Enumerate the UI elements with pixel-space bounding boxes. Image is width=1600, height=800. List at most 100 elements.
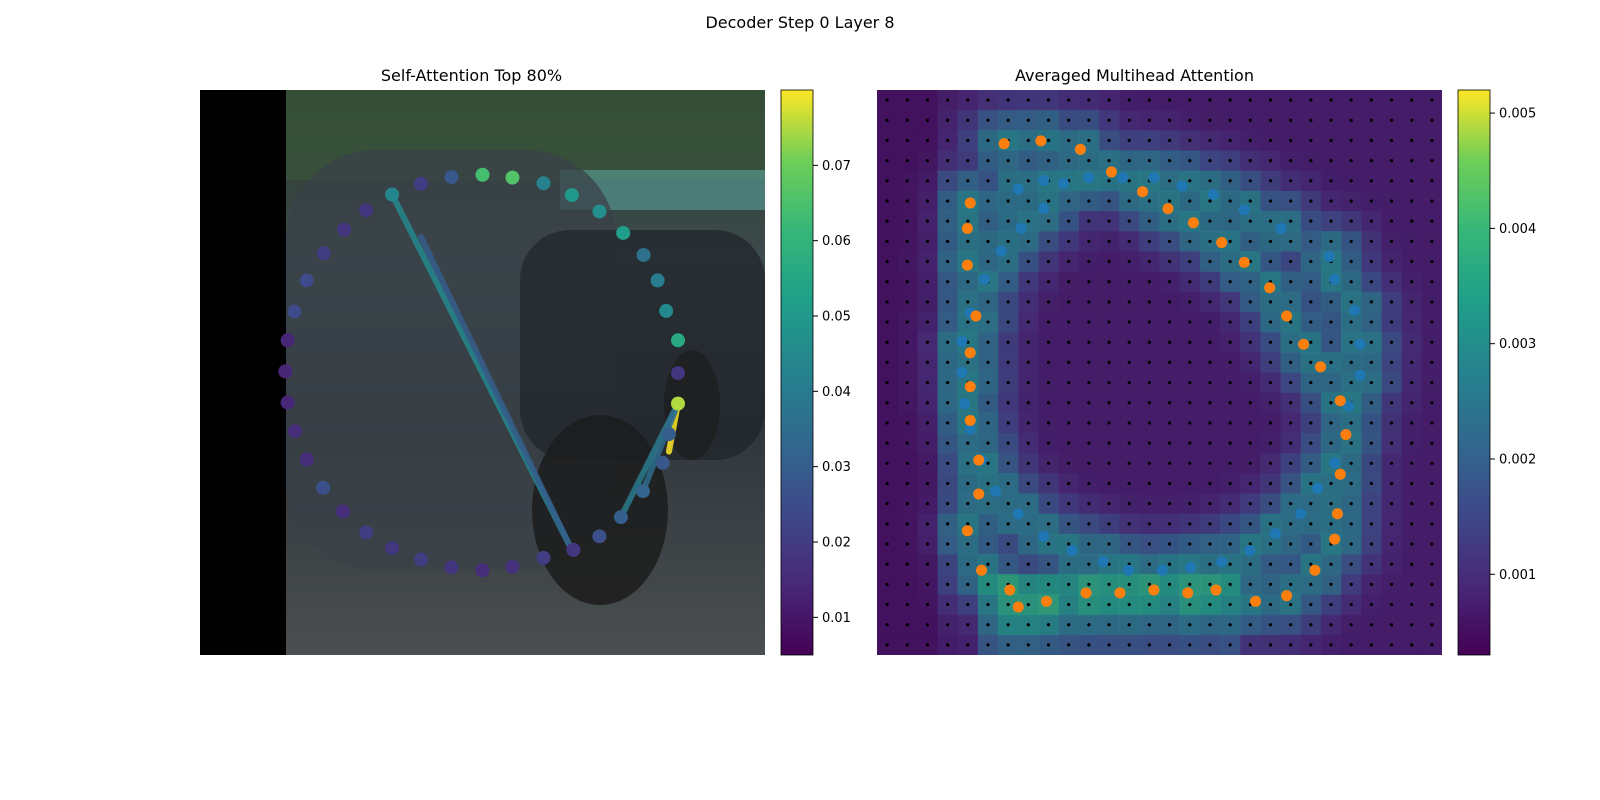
grid-dot-27-24 — [1369, 643, 1373, 647]
grid-dot-8-26 — [1410, 259, 1414, 264]
grid-dot-14-17 — [1228, 380, 1232, 385]
series-0-point-37 — [995, 245, 1007, 257]
grid-dot-12-3 — [946, 340, 950, 344]
grid-dot-20-7 — [1026, 502, 1030, 506]
grid-dot-17-8 — [1046, 441, 1051, 445]
query-point-1 — [413, 176, 428, 191]
grid-dot-9-25 — [1389, 280, 1394, 284]
grid-dot-2-19 — [1268, 138, 1273, 143]
grid-dot-12-22 — [1329, 340, 1333, 344]
grid-dot-17-5 — [986, 441, 990, 445]
grid-dot-8-5 — [986, 259, 990, 264]
grid-dot-26-15 — [1188, 623, 1192, 627]
grid-dot-6-13 — [1147, 219, 1152, 223]
grid-dot-12-26 — [1410, 340, 1414, 344]
grid-dot-19-10 — [1087, 481, 1091, 486]
series-0-point-13 — [1354, 338, 1366, 350]
grid-dot-26-17 — [1228, 623, 1232, 627]
grid-dot-15-20 — [1289, 401, 1293, 405]
query-point-7 — [592, 204, 607, 219]
grid-dot-23-8 — [1046, 562, 1051, 566]
grid-dot-25-6 — [1006, 602, 1010, 607]
grid-dot-8-1 — [905, 259, 909, 264]
grid-dot-18-10 — [1087, 461, 1091, 465]
grid-dot-5-13 — [1147, 199, 1152, 203]
grid-dot-13-26 — [1410, 360, 1414, 365]
grid-dot-14-12 — [1127, 380, 1131, 385]
series-1-point-13 — [1334, 395, 1346, 407]
grid-dot-10-26 — [1410, 300, 1414, 304]
grid-dot-20-8 — [1046, 502, 1051, 506]
grid-dot-21-8 — [1046, 522, 1051, 526]
grid-dot-21-17 — [1228, 522, 1232, 526]
grid-dot-0-25 — [1389, 98, 1394, 102]
grid-dot-7-25 — [1389, 239, 1394, 243]
grid-dot-21-23 — [1349, 522, 1353, 526]
grid-dot-16-19 — [1268, 421, 1273, 425]
grid-dot-9-6 — [1006, 280, 1010, 284]
grid-dot-21-26 — [1410, 522, 1414, 526]
grid-dot-23-27 — [1430, 562, 1434, 566]
grid-dot-21-14 — [1167, 522, 1172, 526]
query-point-20 — [566, 542, 581, 557]
grid-dot-9-3 — [946, 280, 950, 284]
grid-dot-15-8 — [1046, 401, 1051, 405]
grid-dot-21-11 — [1107, 522, 1111, 526]
grid-dot-8-14 — [1167, 259, 1172, 264]
grid-dot-24-18 — [1248, 582, 1252, 586]
grid-dot-8-0 — [885, 259, 889, 264]
grid-dot-20-23 — [1349, 502, 1353, 506]
grid-dot-12-13 — [1147, 340, 1152, 344]
grid-dot-4-0 — [885, 179, 889, 183]
series-1-point-2 — [1074, 143, 1086, 155]
grid-dot-3-10 — [1087, 159, 1091, 163]
grid-dot-12-19 — [1268, 340, 1273, 344]
grid-dot-15-22 — [1329, 401, 1333, 405]
series-1-point-29 — [976, 564, 988, 576]
grid-dot-8-24 — [1369, 259, 1373, 264]
grid-dot-3-1 — [905, 159, 909, 163]
grid-dot-17-25 — [1389, 441, 1394, 445]
grid-dot-15-0 — [885, 401, 889, 405]
grid-dot-7-2 — [925, 239, 930, 243]
grid-dot-16-24 — [1369, 421, 1373, 425]
grid-dot-3-0 — [885, 159, 889, 163]
grid-dot-22-17 — [1228, 542, 1232, 546]
grid-dot-1-1 — [905, 118, 909, 122]
grid-dot-18-3 — [946, 461, 950, 465]
query-point-4 — [505, 170, 520, 185]
grid-dot-11-20 — [1289, 320, 1293, 324]
grid-dot-20-14 — [1167, 502, 1172, 506]
grid-dot-2-26 — [1410, 138, 1414, 143]
grid-dot-2-0 — [885, 138, 889, 143]
grid-dot-10-27 — [1430, 300, 1434, 304]
grid-dot-7-6 — [1006, 239, 1010, 243]
grid-dot-7-0 — [885, 239, 889, 243]
grid-dot-25-22 — [1329, 602, 1333, 607]
grid-dot-17-20 — [1289, 441, 1293, 445]
grid-dot-26-6 — [1006, 623, 1010, 627]
grid-dot-26-18 — [1248, 623, 1252, 627]
grid-dot-19-16 — [1208, 481, 1212, 486]
grid-dot-0-23 — [1349, 98, 1353, 102]
grid-dot-7-12 — [1127, 239, 1131, 243]
grid-dot-9-21 — [1309, 280, 1313, 284]
grid-dot-2-11 — [1107, 138, 1111, 143]
grid-dot-12-6 — [1006, 340, 1010, 344]
grid-dot-6-7 — [1026, 219, 1030, 223]
grid-dot-27-6 — [1006, 643, 1010, 647]
grid-dot-16-16 — [1208, 421, 1212, 425]
grid-dot-9-10 — [1087, 280, 1091, 284]
grid-dot-18-8 — [1046, 461, 1051, 465]
grid-dot-16-18 — [1248, 421, 1252, 425]
grid-dot-13-12 — [1127, 360, 1131, 365]
grid-dot-1-16 — [1208, 118, 1212, 122]
grid-dot-15-24 — [1369, 401, 1373, 405]
grid-dot-1-3 — [946, 118, 950, 122]
grid-dot-6-23 — [1349, 219, 1353, 223]
grid-dot-2-23 — [1349, 138, 1353, 143]
grid-dot-25-20 — [1289, 602, 1293, 607]
series-0-point-29 — [990, 485, 1002, 497]
grid-dot-27-20 — [1289, 643, 1293, 647]
grid-dot-12-24 — [1369, 340, 1373, 344]
